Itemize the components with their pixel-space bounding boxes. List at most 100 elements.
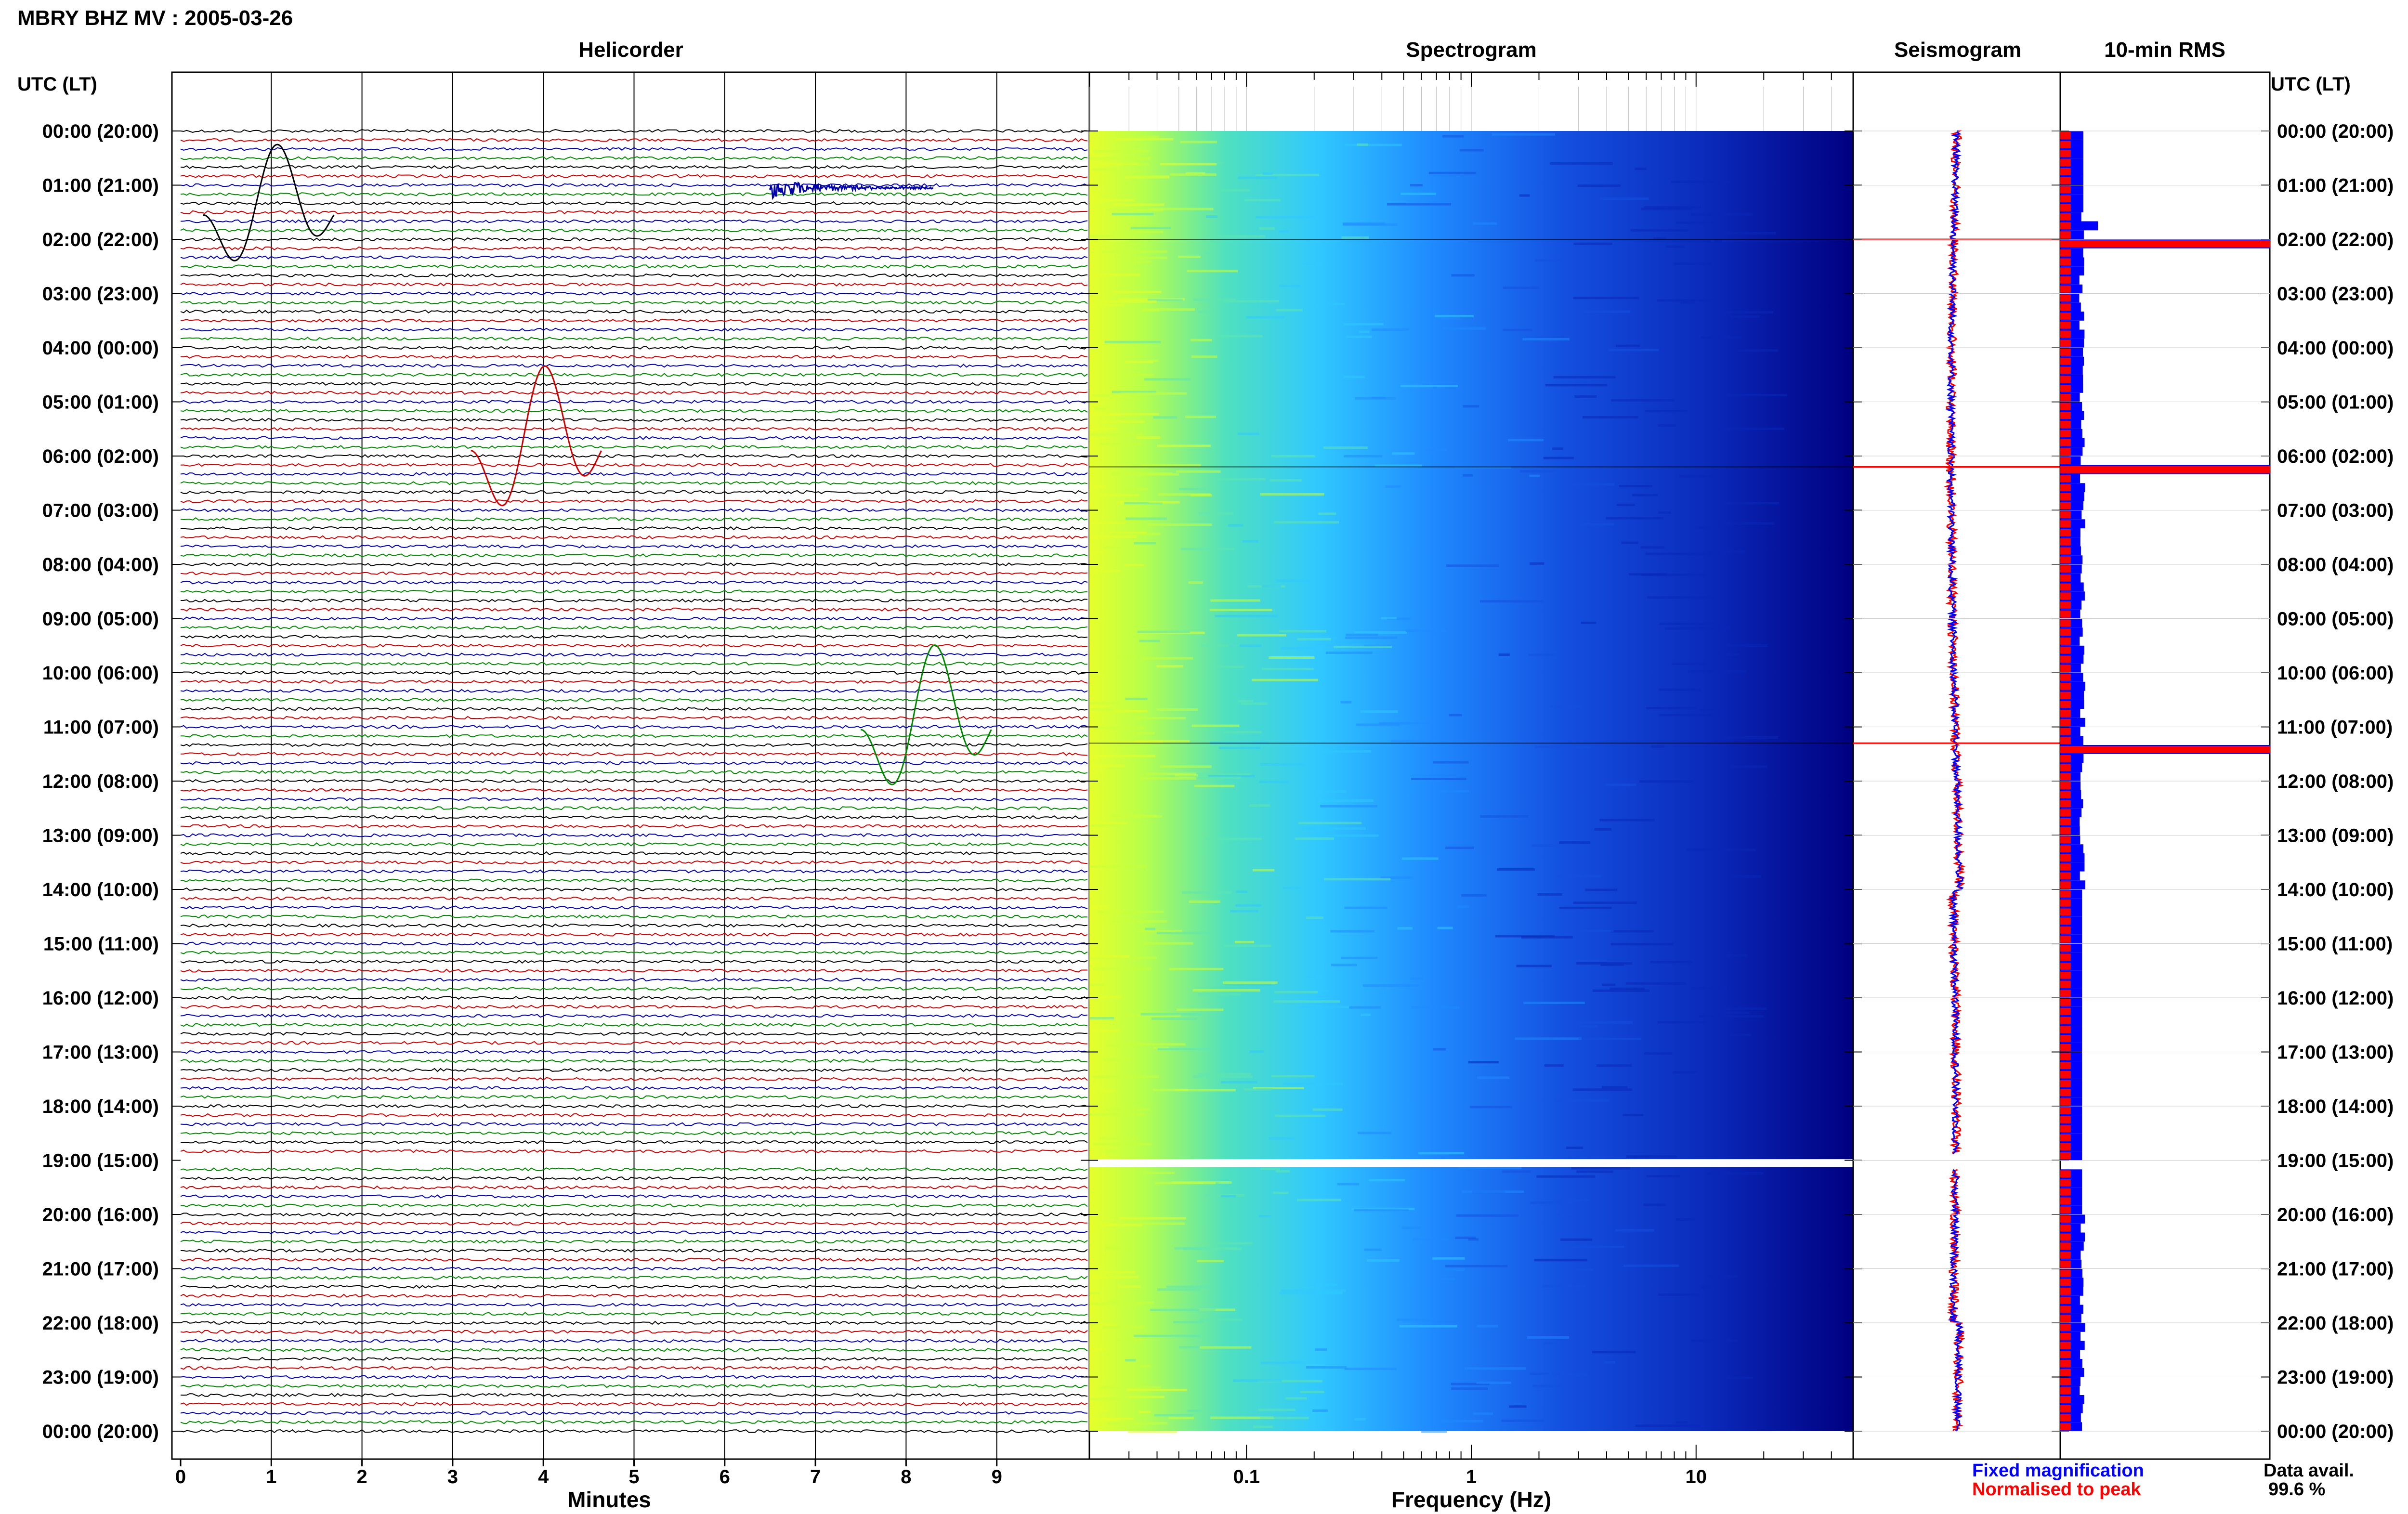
spectrogram-cell xyxy=(1119,520,1139,523)
spectrogram-panel: 0.1 1 10 xyxy=(1088,71,1854,1488)
rms-bar-normalised xyxy=(2060,935,2071,943)
spectrogram-cell xyxy=(1199,1346,1252,1349)
spectrogram-cell xyxy=(1657,299,1715,302)
spectrogram-cell xyxy=(1579,1025,1597,1028)
spectrogram-cell xyxy=(1445,847,1474,849)
rms-bar-normalised xyxy=(2060,430,2071,437)
time-label-right: 02:00 (22:00) xyxy=(2277,229,2394,250)
spectrogram-cell xyxy=(1433,761,1469,764)
spectrogram-cell xyxy=(1729,1034,1751,1036)
spectrogram-cell xyxy=(1259,1417,1309,1420)
helicorder-trace xyxy=(180,797,1088,801)
spectrogram-cell xyxy=(1559,907,1612,910)
spectrogram-cell xyxy=(1100,1386,1161,1389)
spectrogram-cell xyxy=(1112,213,1154,216)
rms-bar-normalised xyxy=(2060,285,2071,293)
time-label-right: 20:00 (16:00) xyxy=(2277,1204,2394,1226)
spectrogram-cell xyxy=(1574,395,1597,398)
spectrogram-cell xyxy=(1112,920,1167,923)
helicorder-event xyxy=(203,144,335,261)
spectrogram-cell xyxy=(1276,579,1311,582)
helicorder-trace xyxy=(180,851,1088,856)
spectrogram-cell xyxy=(1688,670,1746,673)
spectrogram-cell xyxy=(1554,1099,1610,1102)
spectrogram-cell xyxy=(1091,824,1123,827)
spectrogram-cell xyxy=(1199,512,1234,515)
helicorder-trace xyxy=(180,1221,1088,1226)
spectrogram-cell xyxy=(1532,844,1559,847)
spectrogram-cell xyxy=(1680,301,1695,304)
spectrogram-cell xyxy=(1572,1246,1624,1249)
time-label-right: 00:00 (20:00) xyxy=(2277,1421,2394,1442)
spectrogram-cell xyxy=(1147,299,1183,301)
spectrogram-cell xyxy=(1577,184,1621,187)
spectrogram-cell xyxy=(1645,410,1688,413)
spectrogram-cell xyxy=(1090,865,1147,868)
spectrogram-cell xyxy=(1306,916,1323,919)
rms-bar-normalised xyxy=(2060,836,2071,844)
helicorder-trace xyxy=(180,1312,1088,1316)
spectrogram-cell xyxy=(1149,501,1167,504)
spectrogram-cell xyxy=(1220,1081,1257,1083)
rms-bar-normalised xyxy=(2060,276,2071,284)
spectrogram-cell xyxy=(1371,396,1386,399)
spectrogram-cell xyxy=(1297,638,1331,640)
helicorder-trace xyxy=(180,968,1088,973)
spectrogram-cell xyxy=(1209,609,1272,612)
rms-bar-normalised xyxy=(2060,809,2071,817)
helicorder-trace xyxy=(180,408,1088,413)
rms-bar-normalised xyxy=(2060,1315,2071,1322)
minute-tick-label: 0 xyxy=(175,1466,186,1488)
spectrogram-cell xyxy=(1273,1191,1289,1194)
spectrogram-cell xyxy=(1604,1361,1616,1364)
spectrogram-cell xyxy=(1523,1002,1585,1004)
spectrogram-cell xyxy=(1400,385,1458,388)
spectrogram-cell xyxy=(1274,991,1318,993)
spectrogram-cell xyxy=(1468,1061,1499,1064)
spectrogram-cell xyxy=(1344,1368,1397,1370)
spectrogram-cell xyxy=(1271,455,1315,457)
spectrogram-cell xyxy=(1535,259,1565,262)
rms-bar-normalised xyxy=(2060,1215,2071,1223)
spectrogram-cell xyxy=(1550,705,1583,708)
rms-bar-normalised xyxy=(2060,1026,2071,1033)
helicorder-trace xyxy=(180,1276,1088,1280)
spectrogram-cell xyxy=(1142,657,1193,660)
spectrogram-cell xyxy=(1180,141,1217,144)
time-label-right: 14:00 (10:00) xyxy=(2277,879,2394,901)
spectrogram-cell xyxy=(1550,162,1613,165)
spectrogram-cell xyxy=(1536,1175,1596,1178)
spectrogram-cell xyxy=(1361,1013,1371,1016)
spectrogram-cell xyxy=(1257,1380,1322,1383)
spectrogram-cell xyxy=(1401,857,1439,860)
spectrogram-cell xyxy=(1658,511,1671,514)
spectrogram-cell xyxy=(1090,1030,1120,1032)
spectrogram-cell xyxy=(1659,623,1722,625)
spectrogram-cell xyxy=(1090,905,1109,908)
spectrogram-cell xyxy=(1237,432,1259,435)
rms-bar-normalised xyxy=(2060,665,2071,672)
rms-bar-normalised xyxy=(2060,682,2071,690)
spectrogram-cell xyxy=(1626,1155,1677,1158)
helicorder-trace xyxy=(180,824,1088,828)
helicorder-trace xyxy=(180,706,1088,711)
helicorder-trace xyxy=(180,833,1088,837)
spectrogram-cell xyxy=(1492,133,1555,136)
helicorder-trace xyxy=(180,653,1088,657)
helicorder-trace xyxy=(180,454,1088,458)
spectrogram-cell xyxy=(1128,1396,1165,1398)
time-label-left: 15:00 (11:00) xyxy=(43,934,159,955)
spectrogram-cell xyxy=(1091,304,1124,306)
time-label-right: 06:00 (02:00) xyxy=(2277,446,2394,467)
spectrogram-cell xyxy=(1701,336,1742,339)
spectrogram-cell xyxy=(1089,157,1151,160)
helicorder-trace xyxy=(180,860,1088,864)
spectrogram-cell xyxy=(1150,1308,1216,1311)
spectrogram-cell xyxy=(1179,1346,1216,1349)
spectrogram-cell xyxy=(1258,1215,1271,1217)
helicorder-trace xyxy=(180,526,1088,531)
rms-bar-normalised xyxy=(2060,999,2071,1006)
spectrogram-cell xyxy=(1730,315,1760,318)
helicorder-trace xyxy=(180,1402,1088,1406)
spectrogram-cell xyxy=(1605,783,1636,786)
